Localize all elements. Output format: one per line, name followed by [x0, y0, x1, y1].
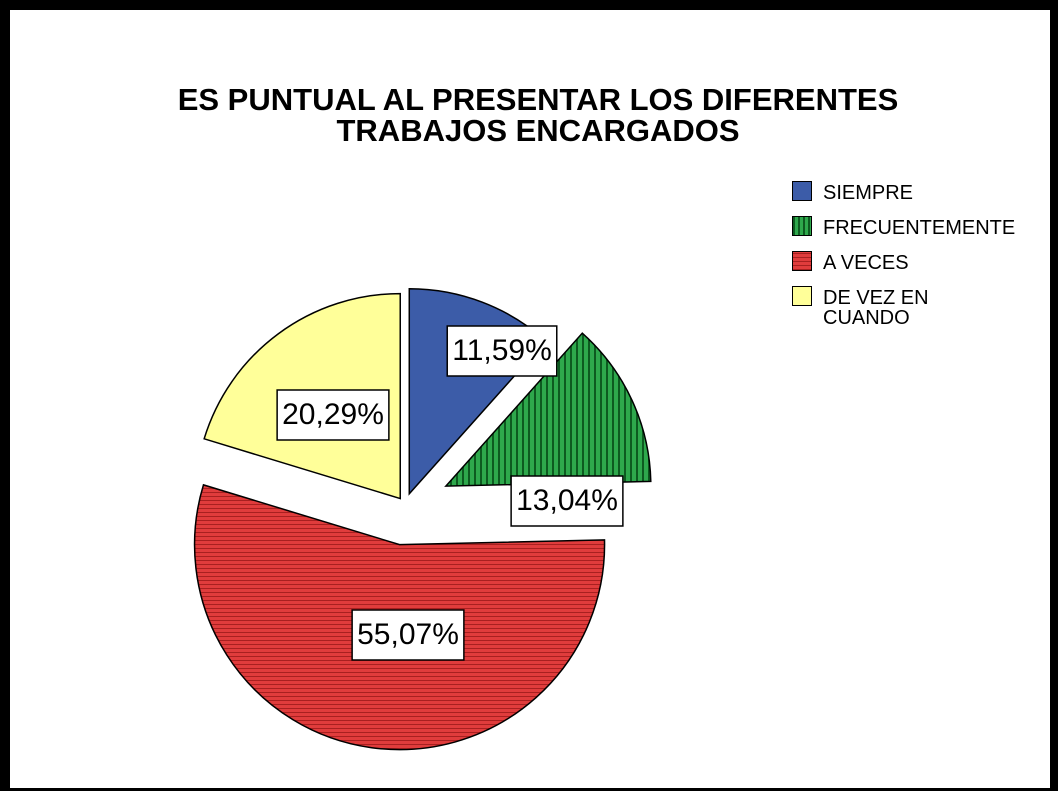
legend-swatch	[792, 181, 812, 201]
value-label-box	[446, 325, 558, 377]
value-label: 20,29%	[282, 398, 384, 431]
pie-slice	[444, 332, 652, 487]
legend: SIEMPRE FRECUENTEMENTE A VECES DE VEZ EN CU…	[792, 181, 1042, 328]
legend-swatch	[792, 216, 812, 236]
legend-label: SIEMPRE	[823, 183, 914, 203]
value-label-box	[276, 389, 390, 441]
value-label: 55,07%	[357, 618, 459, 651]
legend-label: A VECES	[823, 253, 909, 273]
legend-item: FRECUENTEMENTE	[792, 216, 1042, 251]
value-label: 11,59%	[452, 334, 552, 367]
legend-swatch	[792, 251, 812, 271]
legend-swatch	[792, 286, 812, 306]
legend-item: SIEMPRE	[792, 181, 1042, 216]
legend-label: FRECUENTEMENTE	[823, 218, 1016, 238]
legend-item: DE VEZ EN CUANDO	[792, 286, 1042, 328]
chart-title: ES PUNTUAL AL PRESENTAR LOS DIFERENTES T…	[177, 82, 899, 148]
legend-label: DE VEZ EN CUANDO	[823, 288, 929, 328]
legend-item: A VECES	[792, 251, 1042, 286]
value-label: 13,04%	[516, 484, 618, 517]
value-label-box	[351, 609, 465, 661]
value-label-box	[510, 475, 624, 527]
